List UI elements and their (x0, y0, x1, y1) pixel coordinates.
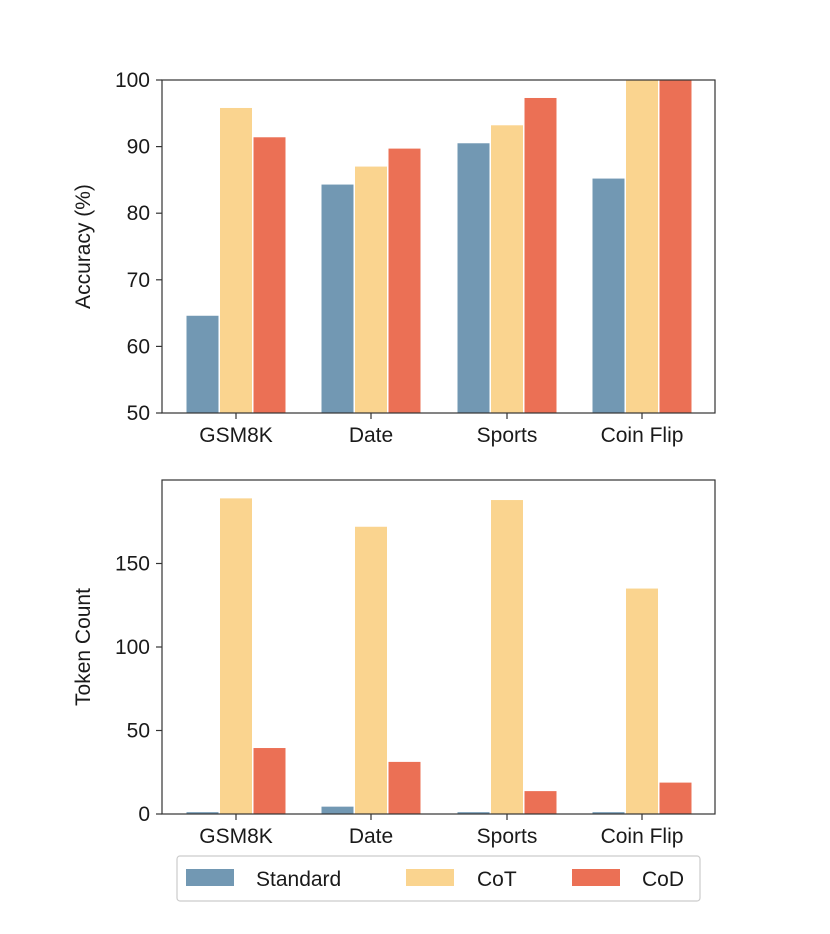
bar-accuracy-cot-gsm8k (220, 107, 252, 413)
accuracy-x-tick-label: GSM8K (199, 424, 273, 447)
legend: Standard CoT CoD (176, 855, 701, 902)
accuracy-y-tick-label: 60 (127, 335, 150, 358)
tokens-y-tick-label: 150 (115, 553, 150, 576)
accuracy-y-axis-title: Accuracy (%) (72, 184, 95, 309)
bar-accuracy-cot-sports (491, 125, 523, 413)
tokens-x-tick-label: Coin Flip (601, 825, 684, 848)
accuracy-y-tick-label: 100 (115, 69, 150, 92)
tokens-y-tick-label: 100 (115, 636, 150, 659)
tokens-x-tick-label: Date (349, 825, 393, 848)
legend-swatch-cot (406, 869, 454, 886)
legend-label-standard: Standard (256, 868, 341, 891)
bar-tokens-cod-sports (524, 791, 557, 814)
legend-label-cot: CoT (477, 868, 517, 891)
bar-accuracy-cot-date (355, 166, 387, 413)
bar-tokens-cod-coin-flip (659, 782, 692, 814)
bar-accuracy-standard-date (321, 184, 354, 413)
bar-tokens-cot-sports (491, 500, 523, 814)
bar-tokens-cot-coin-flip (626, 588, 658, 814)
tokens-x-tick-label: Sports (477, 825, 538, 848)
accuracy-x-tick-label: Date (349, 424, 393, 447)
bar-accuracy-standard-gsm8k (186, 315, 219, 413)
tokens-y-tick-label: 0 (138, 803, 150, 826)
legend-label-cod: CoD (642, 868, 684, 891)
legend-swatch-standard (186, 869, 234, 886)
bar-accuracy-cod-coin-flip (659, 80, 692, 413)
bar-tokens-cot-date (355, 526, 387, 814)
bar-tokens-cod-gsm8k (253, 748, 286, 814)
bar-tokens-standard-coin-flip (592, 812, 625, 814)
accuracy-x-tick-label: Coin Flip (601, 424, 684, 447)
bar-tokens-standard-date (321, 806, 354, 814)
bar-tokens-cot-gsm8k (220, 498, 252, 814)
bar-accuracy-standard-sports (457, 143, 490, 413)
bar-accuracy-standard-coin-flip (592, 178, 625, 413)
accuracy-x-tick-label: Sports (477, 424, 538, 447)
legend-swatch-cod (572, 869, 620, 886)
bar-tokens-cod-date (388, 761, 421, 814)
accuracy-y-tick-label: 80 (127, 202, 150, 225)
bar-tokens-standard-sports (457, 812, 490, 814)
accuracy-y-tick-label: 70 (127, 269, 150, 292)
bar-accuracy-cod-gsm8k (253, 137, 286, 413)
bar-accuracy-cod-date (388, 148, 421, 413)
bar-accuracy-cot-coin-flip (626, 80, 658, 413)
accuracy-y-tick-label: 90 (127, 136, 150, 159)
tokens-x-tick-label: GSM8K (199, 825, 273, 848)
accuracy-chart: 50 60 70 80 90 100 GSM8K Date Sports Coin Flip Acc… (72, 69, 716, 447)
token-count-chart: 0 50 100 150 GSM8K Date Sports Coin Flip Token C… (72, 479, 716, 848)
bar-accuracy-cod-sports (524, 97, 557, 413)
accuracy-plot-frame (161, 79, 716, 414)
tokens-y-axis-title: Token Count (72, 588, 95, 706)
tokens-y-tick-label: 50 (127, 720, 150, 743)
accuracy-y-tick-label: 50 (127, 402, 150, 425)
bar-tokens-standard-gsm8k (186, 812, 219, 814)
